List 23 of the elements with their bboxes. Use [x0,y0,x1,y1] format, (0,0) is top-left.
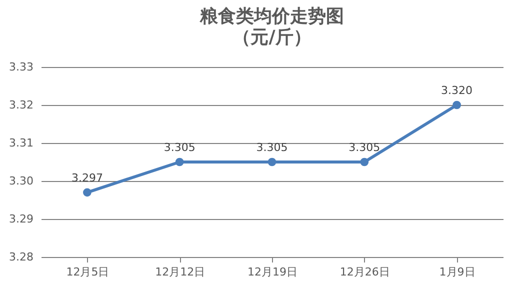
data-label: 3.297 [71,171,103,184]
chart-title: 粮食类均价走势图 [199,6,344,27]
point [175,158,184,166]
x-tick-label: 12月12日 [155,266,206,278]
data-label: 3.305 [256,141,288,154]
point [452,100,461,110]
x-tick-label: 12月26日 [340,266,390,278]
point [83,188,92,197]
chart-subtitle: （元/斤） [232,27,312,48]
y-tick-label: 3.32 [9,98,34,112]
data-label: 3.320 [441,84,473,97]
y-tick-label: 3.28 [9,250,34,264]
data-label: 3.305 [348,141,380,154]
y-tick-label: 3.29 [9,212,34,226]
point [268,158,276,166]
x-tick-label: 12月5日 [66,266,110,278]
y-tick-label: 3.33 [9,60,34,74]
x-tick-label: 1月9日 [439,266,476,278]
y-tick-label: 3.31 [9,136,34,150]
data-label: 3.305 [164,141,196,154]
point [360,158,369,166]
y-tick-label: 3.30 [9,174,34,188]
x-tick-label: 12月19日 [248,266,298,278]
